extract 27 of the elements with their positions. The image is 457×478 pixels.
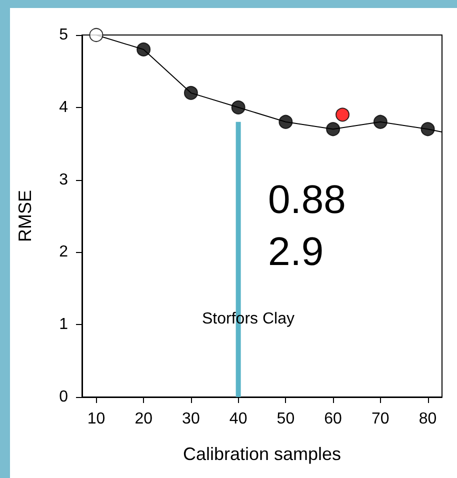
point	[278, 114, 293, 129]
point	[420, 122, 435, 136]
y-tick-label: 0	[59, 388, 68, 406]
x-axis-title: Calibration samples	[182, 444, 342, 464]
point	[373, 114, 388, 129]
x-tick-label: 50	[276, 410, 295, 428]
x-tick-label: 60	[324, 410, 342, 428]
x-tick-label: 10	[87, 410, 106, 428]
point	[136, 42, 151, 56]
point	[326, 122, 340, 136]
y-tick-label: 5	[59, 26, 68, 44]
x-tick-label: 70	[372, 410, 390, 428]
y-tick-label: 1	[59, 316, 68, 334]
y-tick-label: 4	[59, 98, 68, 116]
point	[336, 108, 350, 122]
point	[231, 100, 246, 114]
y-axis-title: RMSE	[15, 190, 35, 242]
point	[89, 28, 104, 42]
point	[184, 86, 198, 100]
x-tick-label: 30	[182, 410, 200, 428]
x-tick-label: 40	[229, 410, 248, 428]
annotation: 2.9	[268, 230, 324, 274]
x-tick-label: 80	[418, 410, 437, 428]
annotation: 0.88	[268, 178, 346, 222]
y-tick-label: 3	[59, 171, 68, 188]
y-tick-label: 2	[59, 244, 68, 261]
x-tick-label: 20	[134, 410, 153, 428]
